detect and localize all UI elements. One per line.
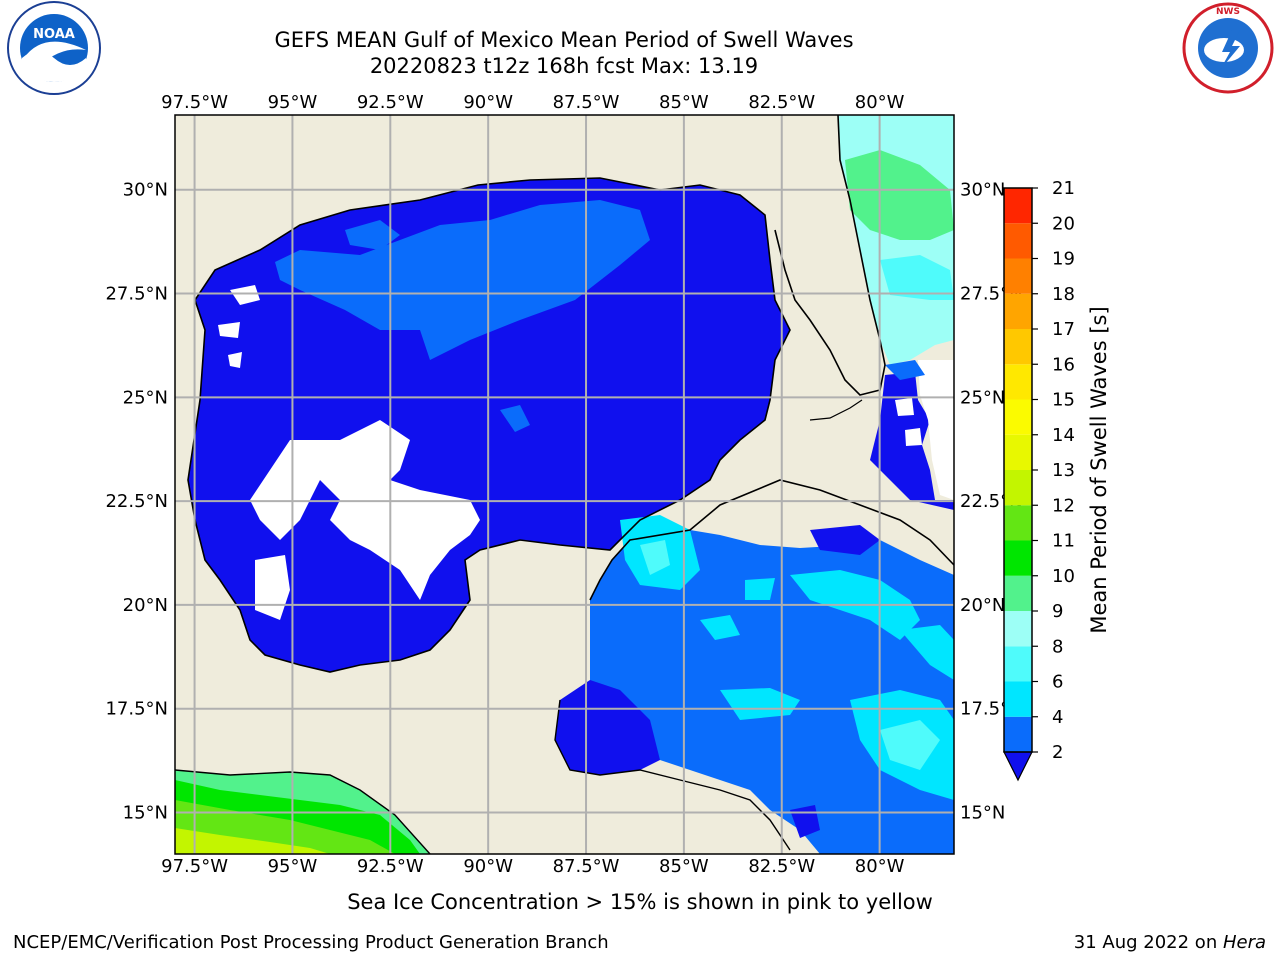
x-tick-label-top: 87.5°W bbox=[553, 92, 620, 113]
colorbar-tick-label: 8 bbox=[1052, 636, 1063, 657]
colorbar-segment bbox=[1004, 364, 1032, 400]
colorbar-segment bbox=[1004, 575, 1032, 611]
y-tick-label-left: 15°N bbox=[123, 802, 168, 823]
y-tick-label-left: 27.5°N bbox=[105, 284, 168, 305]
x-tick-label-top: 80°W bbox=[855, 92, 905, 113]
colorbar-extend-arrow bbox=[1003, 751, 1033, 782]
y-tick-label-left: 17.5°N bbox=[105, 699, 168, 720]
colorbar-tick-label: 13 bbox=[1052, 460, 1075, 481]
colorbar-segment bbox=[1004, 223, 1032, 259]
colorbar-tick-label: 4 bbox=[1052, 707, 1063, 728]
colorbar-segment bbox=[1004, 293, 1032, 329]
colorbar-tick-label: 19 bbox=[1052, 249, 1075, 270]
footer-host: Hera bbox=[1222, 932, 1266, 953]
x-tick-label-bottom: 95°W bbox=[268, 856, 318, 877]
sea-ice-note: Sea Ice Concentration > 15% is shown in … bbox=[347, 890, 933, 914]
nws-logo: NWS bbox=[1182, 2, 1274, 94]
colorbar-segment bbox=[1004, 716, 1032, 752]
footer-date: 31 Aug 2022 on Hera bbox=[1074, 932, 1266, 953]
colorbar-segment bbox=[1004, 188, 1032, 224]
y-tick-label-left: 25°N bbox=[123, 387, 168, 408]
colorbar-tick-label: 16 bbox=[1052, 354, 1075, 375]
colorbar-segment bbox=[1004, 258, 1032, 294]
y-tick-label-right: 25°N bbox=[960, 387, 1005, 408]
colorbar: 2 4 6 8 9 10 11 12 13 14 15 16 17 18 19 20 21 Mean Perio… bbox=[1003, 178, 1111, 782]
x-tick-label-bottom: 97.5°W bbox=[161, 856, 228, 877]
colorbar-segment bbox=[1004, 470, 1032, 506]
colorbar-tick-label: 15 bbox=[1052, 390, 1075, 411]
svg-text:NWS: NWS bbox=[1216, 7, 1240, 17]
colorbar-tick-label: 17 bbox=[1052, 319, 1075, 340]
x-tick-label-top: 97.5°W bbox=[161, 92, 228, 113]
y-tick-label-left: 20°N bbox=[123, 595, 168, 616]
colorbar-tick-label: 21 bbox=[1052, 178, 1075, 199]
x-tick-label-bottom: 92.5°W bbox=[357, 856, 424, 877]
x-tick-label-bottom: 85°W bbox=[659, 856, 709, 877]
colorbar-tick-label: 10 bbox=[1052, 566, 1075, 587]
x-tick-label-bottom: 82.5°W bbox=[748, 856, 815, 877]
colorbar-tick-label: 6 bbox=[1052, 672, 1063, 693]
y-tick-label-right: 30°N bbox=[960, 180, 1005, 201]
x-tick-label-bottom: 80°W bbox=[855, 856, 905, 877]
y-tick-label-right: 15°N bbox=[960, 802, 1005, 823]
colorbar-tick-label: 2 bbox=[1052, 742, 1063, 763]
colorbar-segment bbox=[1004, 399, 1032, 435]
y-tick-label-left: 22.5°N bbox=[105, 491, 168, 512]
chart-subtitle: 20220823 t12z 168h fcst Max: 13.19 bbox=[369, 54, 759, 78]
colorbar-tick-label: 9 bbox=[1052, 601, 1063, 622]
x-tick-label-bottom: 90°W bbox=[463, 856, 513, 877]
colorbar-tick-label: 12 bbox=[1052, 495, 1075, 516]
noaa-logo: NOAA bbox=[7, 1, 101, 95]
chart-title: GEFS MEAN Gulf of Mexico Mean Period of … bbox=[274, 28, 854, 52]
x-tick-label-top: 82.5°W bbox=[748, 92, 815, 113]
svg-text:NOAA: NOAA bbox=[33, 27, 75, 42]
colorbar-tick-label: 14 bbox=[1052, 425, 1075, 446]
colorbar-label: Mean Period of Swell Waves [s] bbox=[1087, 306, 1111, 633]
footer-credit: NCEP/EMC/Verification Post Processing Pr… bbox=[13, 932, 609, 953]
x-tick-label-top: 90°W bbox=[463, 92, 513, 113]
footer-date-text: 31 Aug 2022 on bbox=[1073, 932, 1223, 953]
x-tick-label-top: 95°W bbox=[268, 92, 318, 113]
colorbar-segment bbox=[1004, 611, 1032, 647]
x-tick-label-top: 85°W bbox=[659, 92, 709, 113]
colorbar-segment bbox=[1004, 329, 1032, 365]
colorbar-segment bbox=[1004, 434, 1032, 470]
x-tick-label-top: 92.5°W bbox=[357, 92, 424, 113]
colorbar-segment bbox=[1004, 646, 1032, 682]
colorbar-segment bbox=[1004, 505, 1032, 541]
map-grid bbox=[175, 115, 954, 854]
colorbar-segment bbox=[1004, 681, 1032, 717]
colorbar-tick-label: 11 bbox=[1052, 531, 1075, 552]
map-panel: 97.5°W 97.5°W 95°W 95°W 92.5°W 92.5°W 90°W 90°W… bbox=[105, 92, 1022, 877]
colorbar-tick-label: 18 bbox=[1052, 284, 1075, 305]
y-tick-label-left: 30°N bbox=[123, 180, 168, 201]
x-tick-label-bottom: 87.5°W bbox=[553, 856, 620, 877]
y-tick-label-right: 20°N bbox=[960, 595, 1005, 616]
colorbar-segment bbox=[1004, 540, 1032, 576]
colorbar-tick-label: 20 bbox=[1052, 213, 1075, 234]
